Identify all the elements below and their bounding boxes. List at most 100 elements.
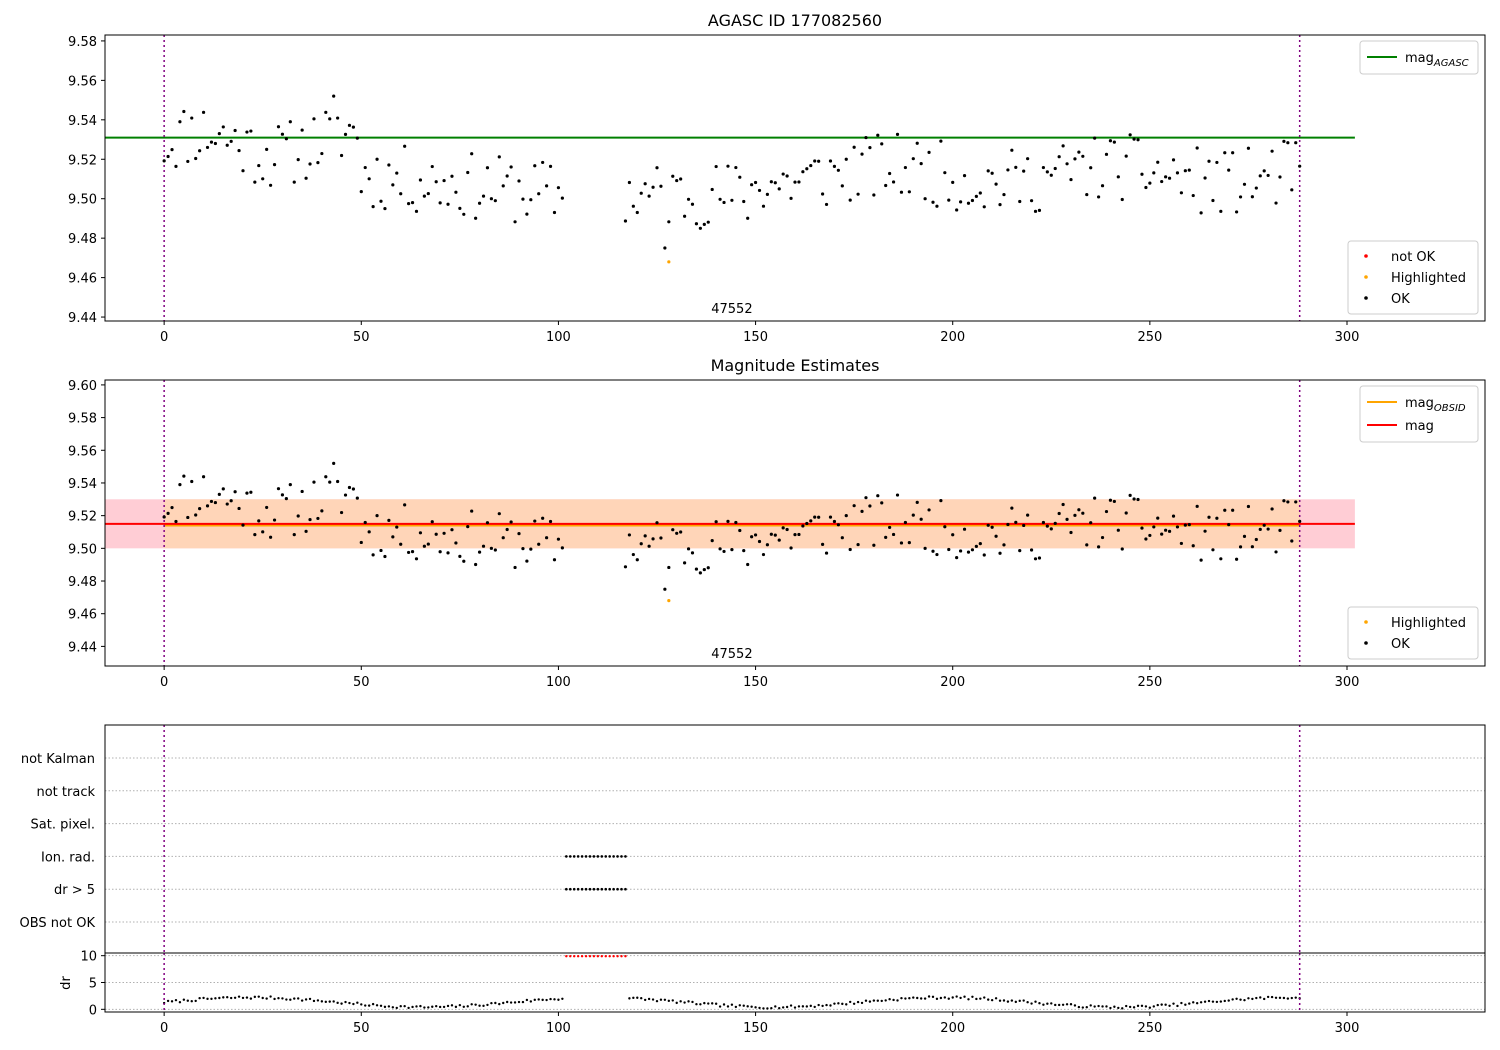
ok-point (911, 513, 915, 517)
ok-point (821, 542, 825, 547)
dr-point (293, 997, 296, 1000)
ok-point (533, 519, 537, 523)
ok-point (403, 144, 407, 148)
ok-point (446, 551, 450, 555)
dr-point (805, 1005, 809, 1008)
ok-point (1238, 195, 1243, 199)
legend-marker (1364, 275, 1368, 279)
ok-point (1006, 522, 1010, 527)
dr-point (249, 997, 253, 1000)
ok-point (899, 541, 904, 545)
ok-point (548, 164, 553, 168)
ok-point (860, 509, 864, 513)
dr-point (1121, 1007, 1124, 1010)
dr-point (580, 955, 584, 958)
flag-point (620, 887, 623, 891)
dr-point (663, 998, 667, 1002)
ok-point (1262, 169, 1266, 173)
ok-point (474, 216, 478, 220)
ok-point (1053, 166, 1057, 171)
dr-point (1054, 1003, 1057, 1007)
ok-point (734, 520, 738, 525)
dr-point (1231, 998, 1234, 1001)
flag-point (584, 855, 588, 858)
dr-point (498, 1002, 501, 1006)
ok-point (1254, 186, 1258, 190)
ok-point (627, 533, 632, 537)
ok-point (371, 553, 375, 557)
ok-point (548, 519, 553, 524)
dr-point (659, 998, 663, 1001)
dr-point (1081, 1006, 1085, 1009)
ok-point (328, 480, 332, 484)
dr-point (947, 997, 950, 1000)
ok-point (718, 197, 722, 201)
dr-point (1203, 1000, 1207, 1003)
ok-point (1164, 528, 1168, 532)
highlighted-point (667, 599, 671, 603)
ok-point (911, 157, 915, 161)
ok-point (895, 132, 900, 137)
ok-point (876, 133, 880, 137)
ok-point (351, 125, 355, 129)
dr-point (312, 999, 316, 1003)
dr-point (722, 1003, 726, 1006)
dr-point (592, 955, 596, 958)
ok-point (915, 141, 919, 145)
x-tick-label: 0 (160, 1021, 168, 1036)
dr-point (896, 999, 899, 1002)
ok-point (1215, 160, 1219, 165)
ok-point (217, 492, 221, 496)
dr-point (435, 1004, 438, 1008)
ok-point (943, 171, 947, 175)
ok-point (324, 110, 328, 114)
dr-point (438, 1005, 442, 1009)
dr-point (923, 997, 927, 1000)
flag-point (584, 887, 588, 891)
ok-point (517, 532, 521, 536)
dr-point (667, 999, 671, 1003)
dr-point (793, 1006, 797, 1009)
ok-point (880, 501, 884, 505)
ok-point (679, 177, 683, 181)
dr-point (971, 995, 974, 999)
dr-point (695, 1003, 698, 1006)
ok-point (683, 561, 687, 565)
dr-point (186, 999, 189, 1002)
dr-point (1128, 1005, 1132, 1009)
dr-point (987, 998, 990, 1001)
ok-point (1085, 192, 1089, 197)
legend-marker (1364, 296, 1368, 300)
ok-point (702, 567, 706, 572)
dr-point (718, 1005, 722, 1008)
dr-point (1294, 996, 1297, 999)
ok-point (840, 536, 844, 540)
ok-point (844, 157, 848, 161)
ok-point (1250, 545, 1254, 549)
ok-point (1171, 158, 1176, 162)
ok-point (280, 493, 285, 497)
ok-point (864, 135, 868, 140)
ok-point (166, 511, 170, 515)
ok-point (272, 162, 277, 167)
dr-point (206, 997, 209, 1001)
ok-point (777, 538, 781, 542)
dr-point (202, 996, 205, 1000)
ok-point (710, 187, 714, 192)
ok-point (458, 206, 462, 210)
y-tick-label: 9.44 (68, 640, 97, 655)
dr-point (616, 955, 619, 958)
ok-point (955, 556, 959, 560)
dr-point (561, 997, 564, 1000)
ok-point (221, 487, 225, 491)
legend-lower (1347, 606, 1479, 660)
dr-point (486, 1003, 489, 1007)
ok-point (1132, 137, 1136, 141)
ok-point (623, 565, 628, 569)
ok-point (919, 162, 923, 166)
ok-point (706, 566, 710, 570)
dr-point (328, 1000, 331, 1003)
ok-point (888, 525, 892, 530)
ok-point (1211, 548, 1215, 552)
y-tick-label: 9.52 (68, 510, 97, 525)
